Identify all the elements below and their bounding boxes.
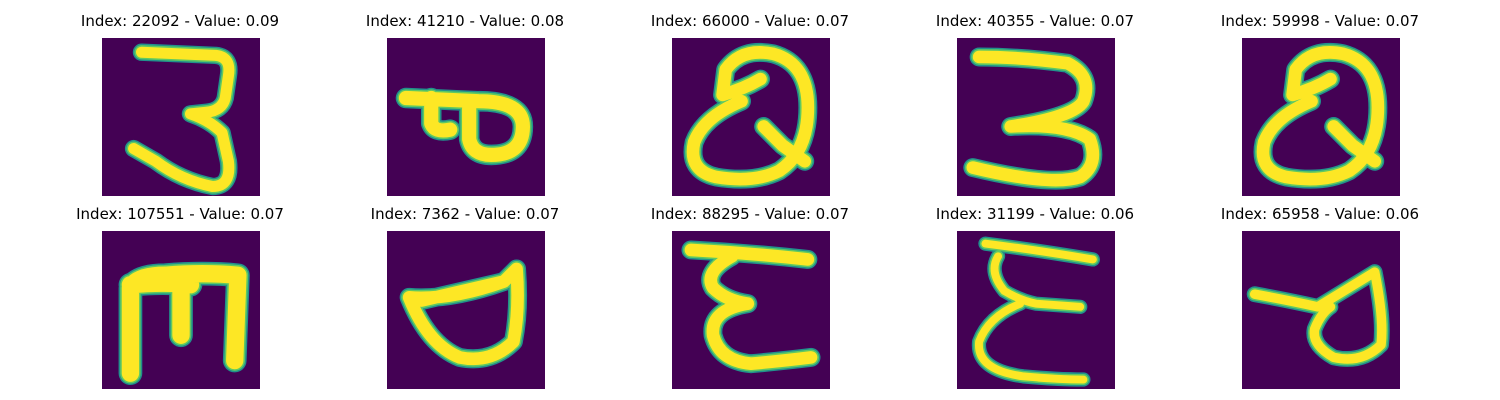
glyph-stroke	[398, 90, 530, 163]
panel-title: Index: 59998 - Value: 0.07	[1220, 12, 1420, 30]
image-panel: Index: 41210 - Value: 0.08	[325, 8, 605, 198]
character-image	[957, 231, 1115, 389]
glyph-stroke	[686, 46, 815, 186]
panel-title: Index: 40355 - Value: 0.07	[935, 12, 1135, 30]
glyph-stroke	[121, 264, 247, 382]
panel-title: Index: 22092 - Value: 0.09	[80, 12, 280, 30]
panel-title: Index: 7362 - Value: 0.07	[370, 205, 560, 223]
image-panel: Index: 40355 - Value: 0.07	[895, 8, 1175, 198]
glyph-stroke	[1256, 46, 1385, 186]
character-image	[672, 231, 830, 389]
panel-title: Index: 88295 - Value: 0.07	[650, 205, 850, 223]
panel-title: Index: 65958 - Value: 0.06	[1220, 205, 1420, 223]
image-panel: Index: 31199 - Value: 0.06	[895, 201, 1175, 391]
panel-title: Index: 41210 - Value: 0.08	[365, 12, 565, 30]
glyph-stroke	[128, 46, 235, 193]
image-panel: Index: 65958 - Value: 0.06	[1180, 201, 1460, 391]
glyph-stroke	[684, 243, 818, 371]
glyph-stroke	[402, 262, 524, 366]
panel-title: Index: 66000 - Value: 0.07	[650, 12, 850, 30]
image-panel: Index: 59998 - Value: 0.07	[1180, 8, 1460, 198]
glyph-stroke	[975, 239, 1097, 384]
character-image	[387, 38, 545, 196]
image-panel: Index: 7362 - Value: 0.07	[325, 201, 605, 391]
glyph-stroke	[966, 50, 1100, 187]
character-image	[387, 231, 545, 389]
glyph-stroke	[1249, 267, 1387, 364]
image-panel: Index: 88295 - Value: 0.07	[610, 201, 890, 391]
character-image	[102, 231, 260, 389]
panel-title: Index: 107551 - Value: 0.07	[76, 205, 284, 223]
character-image	[672, 38, 830, 196]
image-panel: Index: 107551 - Value: 0.07	[40, 201, 320, 391]
image-panel: Index: 22092 - Value: 0.09	[40, 8, 320, 198]
character-image	[1242, 231, 1400, 389]
character-image	[1242, 38, 1400, 196]
image-panel: Index: 66000 - Value: 0.07	[610, 8, 890, 198]
character-image	[957, 38, 1115, 196]
character-image	[102, 38, 260, 196]
panel-title: Index: 31199 - Value: 0.06	[935, 205, 1135, 223]
